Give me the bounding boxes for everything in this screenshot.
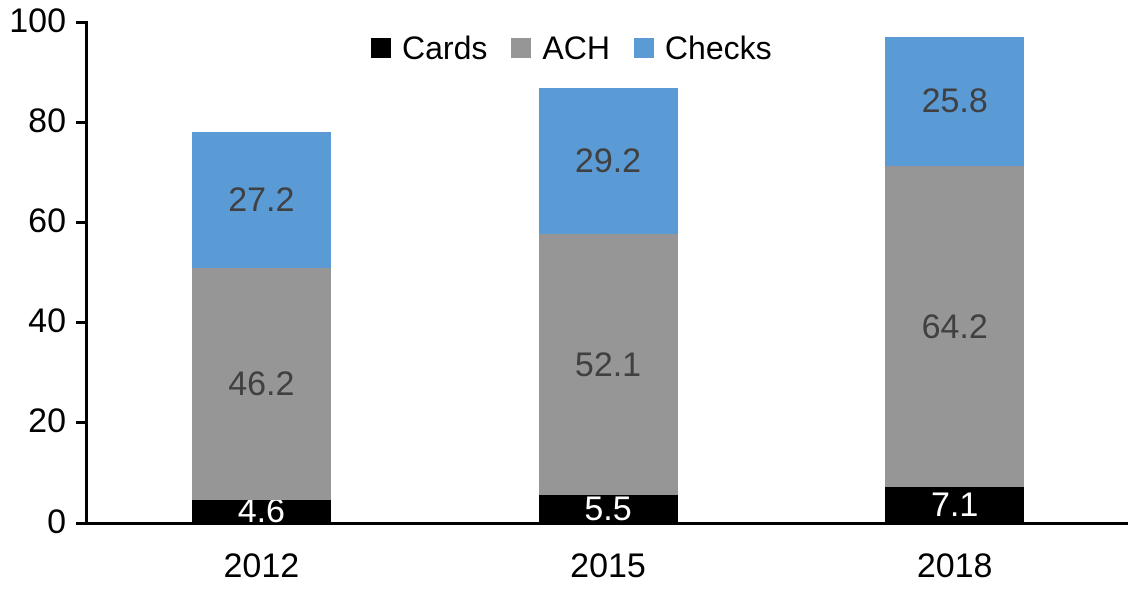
bar-segment-cards-2015: 5.5 xyxy=(538,490,678,529)
bar-segment-ach-2018: 64.2 xyxy=(885,165,1025,488)
bar-segment-checks-2012: 27.2 xyxy=(191,132,331,269)
y-tick-mark xyxy=(76,321,85,325)
y-tick-label: 40 xyxy=(28,302,66,341)
data-label: 4.6 xyxy=(237,492,285,531)
y-tick-mark xyxy=(76,521,85,525)
y-tick-label: 20 xyxy=(28,402,66,441)
ach-swatch xyxy=(511,38,532,58)
data-label: 7.1 xyxy=(931,486,979,525)
data-label: 29.2 xyxy=(574,142,642,181)
legend-item-checks: Checks xyxy=(633,30,772,66)
y-tick-label: 100 xyxy=(9,1,66,40)
data-label: 64.2 xyxy=(921,307,988,346)
legend-item-ach: ACH xyxy=(511,32,610,64)
bar-segment-checks-2018: 25.8 xyxy=(885,36,1025,166)
y-tick-label: 0 xyxy=(47,502,66,541)
bar-segment-checks-2015: 29.2 xyxy=(538,88,678,235)
y-tick-mark xyxy=(76,120,85,124)
legend-item-cards: Cards xyxy=(371,32,487,64)
data-label: 5.5 xyxy=(584,490,632,529)
y-tick-label: 80 xyxy=(28,101,66,140)
legend-label-ach: ACH xyxy=(542,30,610,66)
x-axis-label-2012: 2012 xyxy=(223,547,300,585)
legend-label-cards: Cards xyxy=(402,30,488,66)
x-axis-label-2015: 2015 xyxy=(570,547,646,585)
bar-segment-cards-2012: 4.6 xyxy=(191,494,331,528)
y-tick-mark xyxy=(76,421,85,425)
y-tick-mark xyxy=(76,220,85,224)
y-tick-mark xyxy=(76,20,85,24)
bar-segment-ach-2015: 52.1 xyxy=(538,234,678,496)
legend-label-checks: Checks xyxy=(664,30,772,66)
x-axis-label-2018: 2018 xyxy=(916,547,993,585)
cards-swatch xyxy=(371,38,391,58)
data-label: 52.1 xyxy=(574,345,642,384)
bar-segment-cards-2018: 7.1 xyxy=(885,486,1025,525)
data-label: 25.8 xyxy=(921,82,988,121)
bar-segment-ach-2012: 46.2 xyxy=(191,268,331,500)
data-label: 46.2 xyxy=(228,365,295,404)
data-label: 27.2 xyxy=(228,181,295,220)
checks-swatch xyxy=(633,38,654,58)
legend: Cards ACH Checks xyxy=(371,30,772,66)
x-axis-line xyxy=(85,522,1128,525)
y-axis-line xyxy=(85,21,88,525)
y-tick-label: 60 xyxy=(28,201,66,240)
